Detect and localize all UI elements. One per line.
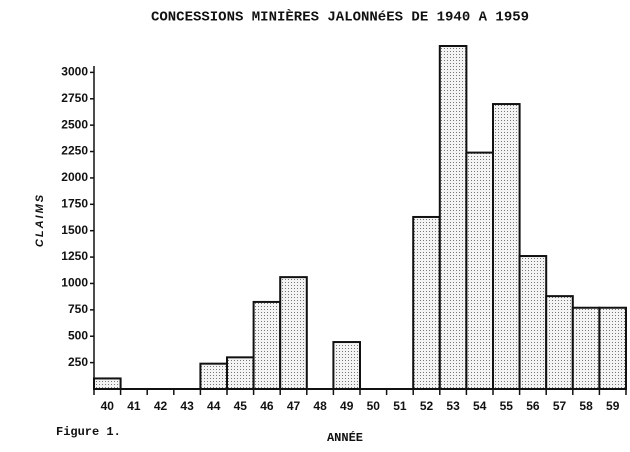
x-tick-label: 53 xyxy=(446,399,460,413)
y-tick-label: 1750 xyxy=(61,196,88,210)
y-tick-label: 2000 xyxy=(61,170,88,184)
bar xyxy=(412,215,441,390)
y-tick-label: 2750 xyxy=(61,91,88,105)
x-tick-label: 49 xyxy=(340,399,354,413)
y-tick-label: 500 xyxy=(68,328,88,342)
x-tick-label: 52 xyxy=(420,399,434,413)
y-tick-label: 1250 xyxy=(61,249,88,263)
x-tick-label: 50 xyxy=(367,399,381,413)
bar xyxy=(332,341,361,390)
bar xyxy=(93,377,122,391)
bar xyxy=(279,276,308,391)
x-tick-label: 46 xyxy=(260,399,274,413)
x-tick-label: 57 xyxy=(553,399,567,413)
caption: Figure 1. xyxy=(56,425,121,439)
x-tick-label: 41 xyxy=(127,399,141,413)
bar xyxy=(465,151,494,390)
y-tick-label: 750 xyxy=(68,302,88,316)
bar xyxy=(571,306,601,390)
x-axis-label: ANNÉE xyxy=(327,430,363,445)
x-tick-label: 56 xyxy=(526,399,540,413)
x-tick-label: 45 xyxy=(234,399,248,413)
bar xyxy=(438,45,468,390)
x-tick-label: 40 xyxy=(101,399,115,413)
bar xyxy=(598,306,628,390)
y-tick-label: 250 xyxy=(68,355,88,369)
y-axis-label: CLAIMS xyxy=(34,193,46,247)
x-tick-label: 55 xyxy=(500,399,514,413)
y-tick-label: 3000 xyxy=(61,65,88,79)
bar xyxy=(252,300,282,390)
x-tick-label: 59 xyxy=(606,399,620,413)
bar xyxy=(199,362,228,391)
x-tick-label: 51 xyxy=(393,399,407,413)
x-tick-label: 54 xyxy=(473,399,487,413)
bar xyxy=(226,356,255,391)
x-tick-label: 48 xyxy=(313,399,327,413)
bar xyxy=(492,103,521,391)
bar xyxy=(518,255,548,390)
x-tick-label: 42 xyxy=(154,399,168,413)
y-tick-label: 2500 xyxy=(61,117,88,131)
y-tick-label: 1500 xyxy=(61,223,88,237)
chart-title: CONCESSIONS MINIÈRES JALONNéES DE 1940 A… xyxy=(151,8,529,26)
x-tick-label: 43 xyxy=(180,399,194,413)
y-tick-label: 2250 xyxy=(61,144,88,158)
bar xyxy=(545,295,574,391)
x-tick-label: 44 xyxy=(207,399,221,413)
x-tick-label: 58 xyxy=(579,399,593,413)
y-tick-label: 1000 xyxy=(61,276,88,290)
x-tick-label: 47 xyxy=(287,399,301,413)
